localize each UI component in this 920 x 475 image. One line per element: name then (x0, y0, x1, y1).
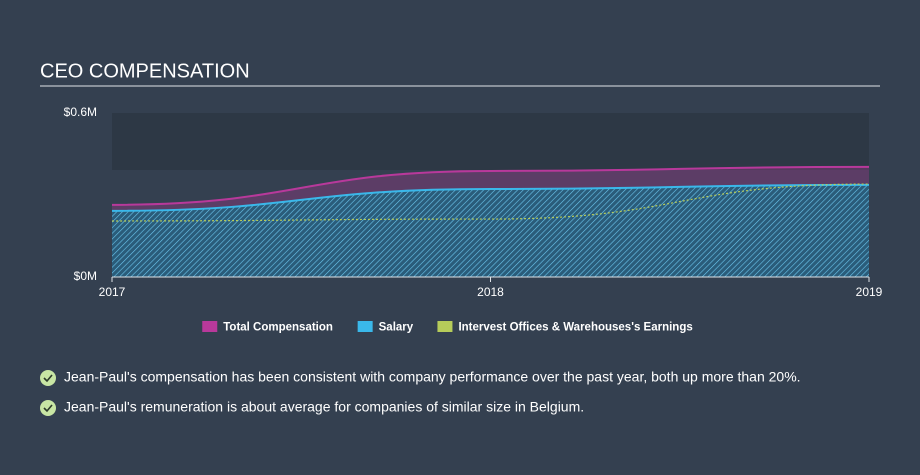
legend-swatch (202, 321, 218, 332)
series-line (111, 165, 870, 206)
check-mark (43, 374, 53, 383)
legend-swatch (437, 321, 453, 332)
x-tick-label: 2018 (477, 285, 504, 299)
check-icon (40, 400, 56, 416)
series-area (112, 184, 869, 277)
legend-label: Intervest Offices & Warehouses's Earning… (458, 322, 692, 334)
legend: Total Compensation Salary Intervest Office… (202, 321, 693, 334)
x-tick-label: 2017 (99, 285, 126, 299)
notes: Jean-Paul's compensation has been consis… (40, 369, 801, 416)
series-line (111, 183, 870, 212)
legend-label: Total Compensation (223, 322, 333, 334)
series-line (111, 183, 870, 222)
y-tick-label: $0.6M (64, 105, 97, 119)
chart-title: CEO COMPENSATION (40, 60, 250, 82)
y-tick-label: $0M (74, 269, 97, 283)
x-tick-label: 2019 (856, 285, 883, 299)
legend-swatch (357, 321, 373, 332)
plot: $0M $0.6M 2017 2018 2019 (64, 105, 883, 299)
legend-label: Salary (379, 322, 414, 334)
note-text: Jean-Paul's remuneration is about averag… (64, 399, 584, 415)
note-text: Jean-Paul's compensation has been consis… (64, 369, 801, 385)
check-icon (40, 370, 56, 386)
plot-band (112, 113, 869, 170)
check-mark (43, 404, 53, 413)
